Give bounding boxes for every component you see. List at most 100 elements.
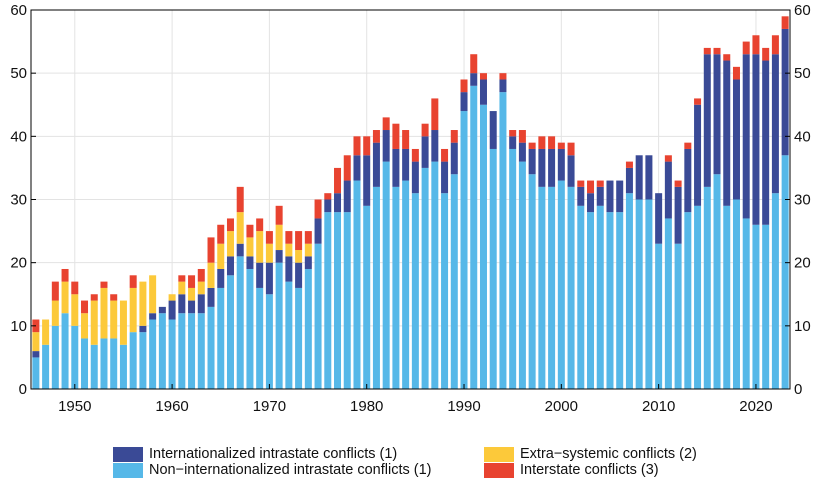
bar-segment: [694, 98, 702, 105]
bar-segment: [61, 313, 69, 389]
bar-segment: [207, 306, 215, 389]
y-tick-label-left: 40: [10, 128, 27, 145]
x-tick-label: 1950: [58, 398, 91, 415]
bar-segment: [246, 224, 254, 238]
bar-segment: [372, 130, 380, 143]
bar-segment: [149, 313, 157, 320]
bar-segment: [382, 130, 390, 162]
bar-segment: [460, 79, 468, 93]
bar-segment: [538, 148, 546, 187]
bar-segment: [207, 237, 215, 263]
bar-segment: [479, 79, 487, 105]
bar-segment: [226, 231, 234, 257]
bar-segment: [90, 294, 98, 301]
bar-segment: [188, 300, 196, 314]
bar-segment: [713, 54, 721, 175]
bar-segment: [353, 180, 361, 389]
bar-segment: [285, 243, 293, 257]
bar-segment: [518, 130, 526, 143]
bar-segment: [684, 142, 692, 149]
bar-segment: [178, 294, 186, 314]
bar-segment: [363, 205, 371, 389]
bar-segment: [664, 218, 672, 389]
bar-segment: [703, 186, 711, 389]
bar-segment: [304, 256, 312, 269]
bar-segment: [557, 180, 565, 389]
bar-segment: [188, 313, 196, 389]
bar-segment: [606, 212, 614, 389]
bar-segment: [625, 161, 633, 168]
bar-segment: [441, 161, 449, 194]
bar-segment: [382, 117, 390, 131]
bar-segment: [110, 338, 118, 389]
bar-segment: [577, 205, 585, 389]
y-tick-label-left: 60: [10, 2, 27, 19]
bar-segment: [635, 199, 643, 389]
bar-segment: [304, 231, 312, 244]
bar-segment: [207, 287, 215, 307]
bar-segment: [246, 256, 254, 269]
bar-segment: [703, 47, 711, 55]
bar-segment: [314, 199, 322, 219]
bar-segment: [577, 186, 585, 206]
bar-segment: [655, 243, 663, 389]
bar-segment: [762, 60, 770, 225]
y-tick-label-left: 30: [10, 192, 27, 209]
bar-segment: [499, 79, 507, 93]
bar-segment: [548, 186, 556, 389]
bar-segment: [119, 344, 127, 389]
frame-layer: [30, 9, 791, 390]
y-tick-label-left: 50: [10, 65, 27, 82]
bar-segment: [470, 54, 478, 74]
bar-segment: [587, 180, 595, 194]
bar-segment: [382, 161, 390, 389]
bar-segment: [625, 167, 633, 194]
bar-segment: [246, 237, 254, 257]
bar-segment: [372, 142, 380, 187]
bar-segment: [285, 281, 293, 389]
bar-segment: [411, 193, 419, 389]
bar-segment: [265, 294, 273, 389]
bar-segment: [538, 186, 546, 389]
bar-segment: [168, 319, 176, 389]
bar-segment: [781, 28, 789, 156]
bar-segment: [100, 338, 108, 389]
bar-segment: [353, 155, 361, 181]
bar-segment: [129, 332, 137, 389]
bar-segment: [51, 281, 59, 301]
bar-segment: [285, 256, 293, 282]
bar-segment: [178, 313, 186, 389]
y-tick-label-right: 40: [794, 128, 811, 145]
bar-segment: [324, 212, 332, 389]
bar-segment: [275, 262, 283, 389]
bar-segment: [188, 287, 196, 301]
bar-segment: [732, 66, 740, 80]
bar-segment: [655, 193, 663, 244]
bar-segment: [567, 155, 575, 187]
bar-segment: [139, 281, 147, 326]
y-tick-label-right: 20: [794, 255, 811, 272]
bar-segment: [421, 123, 429, 137]
bar-segment: [752, 35, 760, 55]
bar-segment: [61, 268, 69, 282]
bar-segment: [713, 47, 721, 55]
bar-segment: [489, 111, 497, 149]
bar-segment: [441, 148, 449, 162]
bar-segment: [226, 256, 234, 276]
bar-segment: [265, 262, 273, 295]
bar-segment: [771, 193, 779, 389]
y-tick-label-left: 10: [10, 318, 27, 335]
bar-segment: [664, 161, 672, 219]
bar-segment: [732, 199, 740, 389]
bar-segment: [645, 199, 653, 389]
bar-segment: [71, 281, 79, 295]
bar-segment: [460, 92, 468, 112]
bar-segment: [771, 54, 779, 194]
x-tick-label: 1960: [155, 398, 188, 415]
bar-segment: [207, 262, 215, 288]
bar-segment: [674, 180, 682, 187]
bar-segment: [402, 180, 410, 389]
bar-segment: [548, 136, 556, 149]
bar-segment: [703, 54, 711, 187]
bar-segment: [548, 148, 556, 187]
